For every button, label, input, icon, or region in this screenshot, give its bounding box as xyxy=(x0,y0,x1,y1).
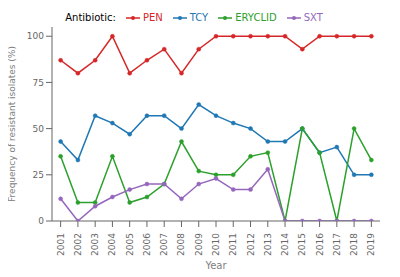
html-text:Antibiotic:: Antibiotic: xyxy=(65,12,116,23)
svg-text:2001: 2001 xyxy=(56,233,66,256)
svg-text:2006: 2006 xyxy=(142,233,152,256)
svg-text:0: 0 xyxy=(38,216,44,226)
svg-text:2015: 2015 xyxy=(297,233,307,256)
svg-text:2012: 2012 xyxy=(246,233,256,256)
svg-text:25: 25 xyxy=(33,170,44,180)
svg-text:2008: 2008 xyxy=(176,233,186,256)
svg-text:2017: 2017 xyxy=(332,233,342,256)
svg-text:2016: 2016 xyxy=(315,233,325,256)
html-text:TCY: TCY xyxy=(189,12,209,23)
html-text:PEN: PEN xyxy=(142,12,163,23)
svg-text:2013: 2013 xyxy=(263,233,273,256)
svg-text:2011: 2011 xyxy=(228,233,238,256)
svg-text:2014: 2014 xyxy=(280,233,290,256)
svg-text:2004: 2004 xyxy=(107,233,117,256)
svg-text:2010: 2010 xyxy=(211,233,221,256)
svg-text:Year: Year xyxy=(204,260,227,269)
svg-text:2002: 2002 xyxy=(73,233,83,256)
svg-text:2009: 2009 xyxy=(194,233,204,256)
svg-text:50: 50 xyxy=(33,124,45,134)
svg-text:100: 100 xyxy=(27,31,44,41)
html-text:ERYCLID: ERYCLID xyxy=(235,12,277,23)
svg-text:2007: 2007 xyxy=(159,233,169,256)
svg-text:Frequency of resistant isolate: Frequency of resistant isolates (%) xyxy=(8,46,17,202)
svg-text:2019: 2019 xyxy=(366,233,376,256)
svg-text:2018: 2018 xyxy=(349,233,359,256)
html-text:SXT: SXT xyxy=(303,12,323,23)
svg-text:2003: 2003 xyxy=(90,233,100,256)
svg-text:75: 75 xyxy=(33,78,44,88)
svg-text:2005: 2005 xyxy=(125,233,135,256)
